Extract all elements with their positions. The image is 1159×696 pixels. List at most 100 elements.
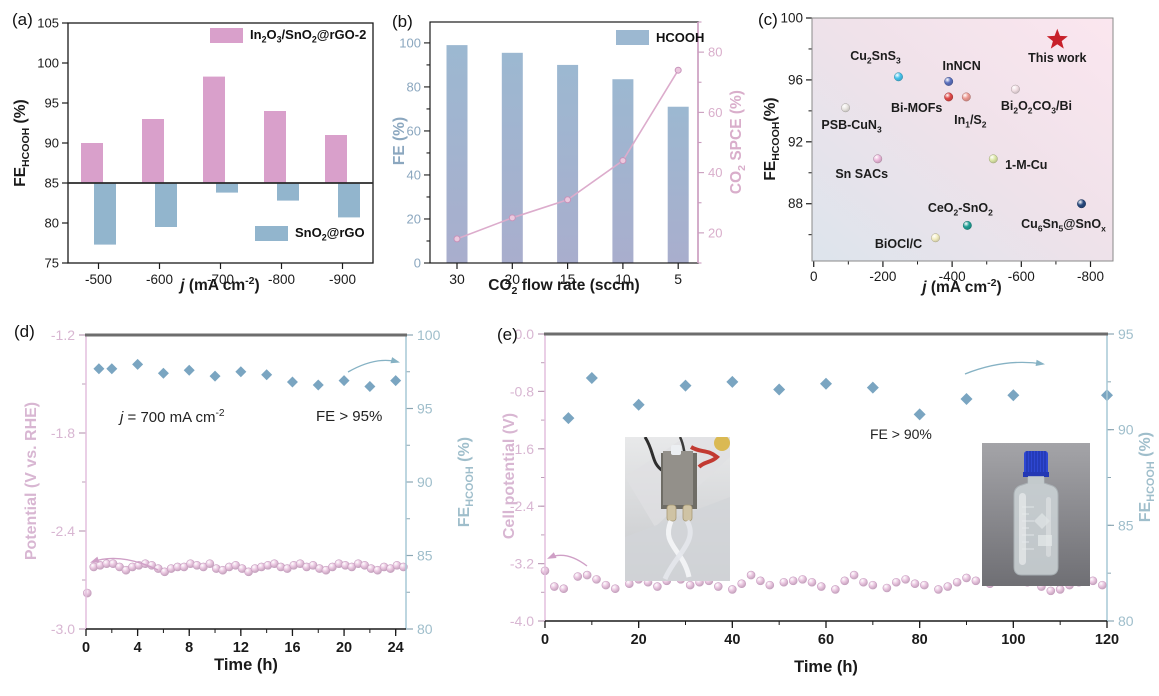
svg-text:80: 80: [407, 79, 421, 94]
bar-hcooh-fe: [501, 52, 523, 263]
svg-text:20: 20: [631, 632, 647, 648]
potential-sphere-marker: [840, 576, 850, 586]
catalyst-point: [1077, 199, 1086, 209]
svg-text:0: 0: [414, 256, 421, 271]
panel-b-left-axis-label: FE (%): [391, 116, 408, 166]
catalyst-label: 1-M-Cu: [1005, 157, 1048, 172]
catalyst-point: [988, 154, 998, 164]
catalyst-point: [931, 233, 940, 243]
svg-text:-800: -800: [1077, 269, 1104, 284]
svg-text:20: 20: [407, 211, 421, 226]
catalyst-point: [1010, 84, 1020, 94]
potential-sphere-marker: [962, 573, 971, 583]
catalyst-point: [961, 92, 971, 102]
bar-hcooh-fe: [612, 79, 634, 263]
panel-c-plot: [841, 28, 1086, 243]
fe-diamond-marker: [585, 372, 598, 385]
panel-e-right-axis-label: FEHCOOH (%): [1136, 431, 1158, 523]
potential-sphere-marker: [934, 585, 943, 594]
svg-text:60: 60: [407, 123, 421, 138]
svg-text:90: 90: [417, 474, 433, 490]
bar-sno2-rgo: [94, 183, 116, 245]
panel-b-tag: (b): [392, 12, 413, 31]
bar-sno2-rgo: [338, 183, 360, 218]
potential-sphere-marker: [891, 577, 901, 587]
panel-d-chart-canvas: -1.2 -1.8 -2.4 -3.0 100 95 90 85 80 0 4 8 12 16 20 24: [51, 327, 441, 656]
svg-text:0: 0: [541, 632, 549, 648]
svg-text:80: 80: [417, 621, 433, 637]
panel-d-left-axis-label: Potential (V vs. RHE): [23, 401, 40, 561]
svg-text:-2.4: -2.4: [510, 498, 534, 514]
svg-text:24: 24: [388, 640, 404, 656]
svg-text:16: 16: [284, 640, 300, 656]
potential-sphere-marker: [1088, 576, 1098, 586]
potential-sphere-marker: [971, 576, 981, 586]
panel-b-x-axis-label: CO2 flow rate (sccm): [488, 277, 640, 298]
catalyst-point: [962, 220, 972, 230]
fe-diamond-marker: [235, 366, 247, 378]
svg-text:10: 10: [615, 271, 631, 287]
panel-d-fe-annotation: FE > 95%: [316, 408, 383, 425]
panel-c-chart-canvas: 88 92 96 100 0 -200 -400 -600 -800: [780, 11, 1114, 284]
potential-sphere-marker: [910, 579, 920, 588]
svg-text:-900: -900: [329, 272, 356, 287]
svg-text:0.0: 0.0: [515, 326, 535, 342]
panel-a-legend-bottom: SnO2@rGO: [255, 225, 365, 243]
potential-sphere-marker: [685, 580, 695, 590]
fe-diamond-marker: [261, 369, 273, 381]
bar-hcooh-fe: [557, 64, 579, 263]
svg-text:40: 40: [724, 632, 740, 648]
panel-a-axes: 75 80 85 90 95 100 105 -500 -600 -700 -800 -900: [37, 16, 374, 287]
potential-sphere-marker: [868, 580, 878, 590]
product-bottle-photo-inset: [982, 443, 1090, 591]
fe-diamond-marker: [132, 358, 144, 370]
legend-label-in2o3: In2O3/SnO2@rGO-2: [250, 27, 367, 45]
catalyst-point: [944, 77, 954, 86]
potential-sphere-marker: [779, 577, 789, 587]
fe-diamond-marker: [364, 380, 376, 392]
fe-diamond-marker: [209, 370, 221, 382]
svg-text:120: 120: [1095, 632, 1119, 648]
legend-label-sno2: SnO2@rGO: [295, 225, 365, 243]
fe-diamond-marker: [866, 381, 879, 394]
svg-text:-1.6: -1.6: [510, 441, 534, 457]
potential-sphere-marker: [610, 584, 620, 594]
panel-b: (b) 0 20 40 60 80 100 20 40 60 80 30 20 15 10 5 FE (%)…: [388, 6, 756, 306]
panel-a-plot: [81, 76, 360, 245]
svg-text:-800: -800: [268, 272, 295, 287]
panel-e: (e) 0.0 -0.8 -1.6 -2.4 -3.2 -4.0 95 90 85 80 0 20 40…: [490, 312, 1159, 696]
potential-sphere-marker: [901, 575, 910, 584]
cv-d-plot: [82, 358, 408, 598]
cv-d-axes: -1.2 -1.8 -2.4 -3.0 100 95 90 85 80 0 4 8 12 16 20 24: [51, 327, 441, 656]
panel-d-x-axis-label: Time (h): [214, 656, 278, 674]
panel-a-tag: (a): [12, 10, 33, 29]
fe-diamond-marker: [157, 367, 169, 379]
legend-swatch-blue: [255, 226, 288, 242]
panel-e-left-axis-label: Cell potential (V): [501, 412, 518, 540]
svg-text:-0.8: -0.8: [510, 383, 534, 399]
svg-text:40: 40: [407, 167, 421, 182]
svg-text:-1.2: -1.2: [51, 327, 75, 343]
potential-sphere-marker: [601, 580, 611, 590]
svg-text:-1.8: -1.8: [51, 425, 75, 441]
svg-text:88: 88: [788, 196, 803, 211]
svg-text:15: 15: [560, 271, 576, 287]
electrolyzer-photo: [625, 435, 730, 581]
fe-diamond-marker: [679, 379, 692, 392]
panel-a-chart-canvas: 75 80 85 90 95 100 105 -500 -600 -700 -800 -900: [37, 16, 374, 287]
svg-text:60: 60: [708, 105, 722, 120]
potential-sphere-marker: [831, 585, 840, 594]
svg-text:95: 95: [1118, 326, 1134, 342]
fe-diamond-marker: [390, 375, 402, 387]
potential-sphere-marker: [859, 577, 868, 587]
svg-text:-3.0: -3.0: [51, 621, 75, 637]
potential-sphere-marker: [765, 580, 775, 590]
catalyst-label: Sn SACs: [835, 166, 889, 181]
panel-c-tag: (c): [758, 10, 778, 29]
potential-sphere-marker: [807, 577, 817, 587]
potential-sphere-marker: [756, 576, 765, 586]
svg-text:100: 100: [1001, 632, 1025, 648]
catalyst-point: [894, 72, 903, 82]
product-bottle-photo: [982, 443, 1090, 586]
electrolyzer-photo-inset: [625, 435, 730, 586]
